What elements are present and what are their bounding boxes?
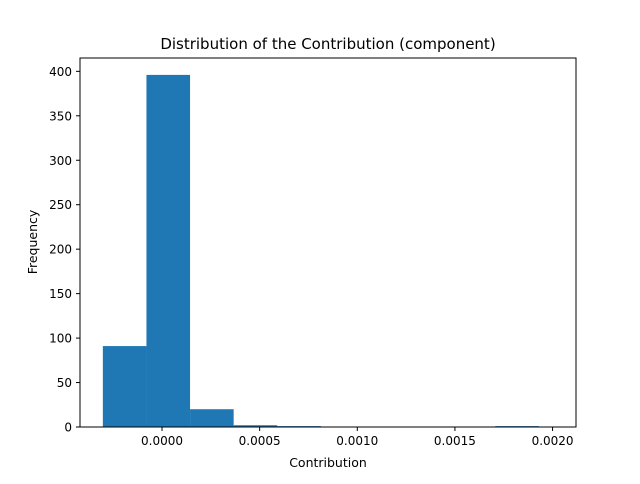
y-tick-label: 350 [49, 109, 72, 123]
x-axis-label: Contribution [289, 455, 367, 470]
y-tick-label: 100 [49, 332, 72, 346]
histogram-bar-2 [146, 74, 191, 427]
x-tick-label: 0.0005 [239, 434, 281, 448]
x-axis-ticks: 0.0000 0.0005 0.0010 0.0015 0.0020 [141, 427, 574, 448]
y-tick-label: 300 [49, 154, 72, 168]
histogram-bar-1 [102, 346, 147, 427]
y-tick-label: 250 [49, 198, 72, 212]
chart-title: Distribution of the Contribution (compon… [160, 35, 495, 53]
bars-layer [102, 74, 539, 427]
y-tick-label: 200 [49, 243, 72, 257]
y-axis-ticks: 0 50 100 150 200 250 300 350 400 [49, 65, 80, 435]
x-tick-label: 0.0015 [434, 434, 476, 448]
y-tick-label: 50 [57, 376, 72, 390]
histogram-bar-3 [190, 409, 234, 427]
y-tick-label: 400 [49, 65, 72, 79]
histogram-bar-4 [233, 425, 278, 427]
y-tick-label: 0 [64, 421, 72, 435]
y-axis-label: Frequency [25, 209, 40, 274]
x-tick-label: 0.0000 [141, 434, 183, 448]
plot-area-frame [79, 57, 577, 428]
x-tick-label: 0.0010 [336, 434, 378, 448]
x-tick-label: 0.0020 [532, 434, 574, 448]
y-tick-label: 150 [49, 287, 72, 301]
